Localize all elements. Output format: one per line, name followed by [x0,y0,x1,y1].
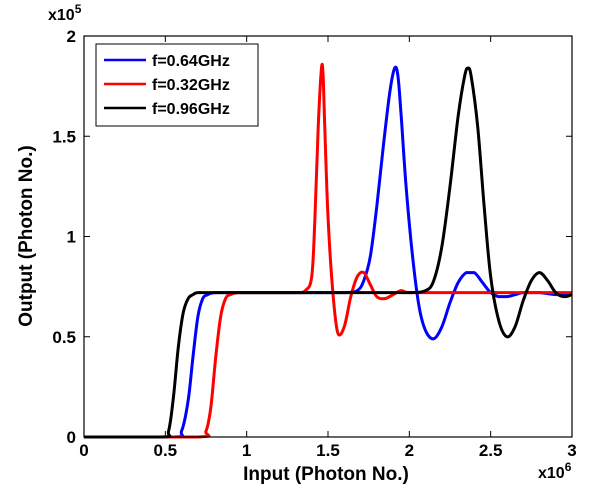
x-tick-label: 2.5 [479,441,503,460]
x-axis-multiplier: x106 [538,460,572,482]
y-axis-label: Output (Photon No.) [16,145,37,327]
x-tick-label: 0.5 [154,441,178,460]
y-tick-label: 0 [67,428,76,447]
series-lines [84,62,573,439]
x-tick-label: 2 [405,441,414,460]
legend-label-f064: f=0.64GHz [152,53,230,70]
legend-label-f096: f=0.96GHz [152,101,230,118]
x-tick-label: 0 [79,441,88,460]
x-tick-label: 1 [242,441,251,460]
plot-frame [83,35,573,438]
x-tick-label: 1.5 [316,441,340,460]
legend-label-f032: f=0.32GHz [152,77,230,94]
x-tick-label: 3 [567,441,576,460]
y-axis-multiplier: x105 [48,2,82,24]
y-tick-label: 0.5 [52,328,76,347]
x-axis-label: Input (Photon No.) [243,464,409,485]
legend: f=0.64GHz f=0.32GHz f=0.96GHz [95,43,259,127]
y-tick-label: 2 [67,27,76,46]
y-tick-label: 1.5 [52,127,76,146]
y-tick-label: 1 [67,228,76,247]
series-line-2 [84,66,573,439]
